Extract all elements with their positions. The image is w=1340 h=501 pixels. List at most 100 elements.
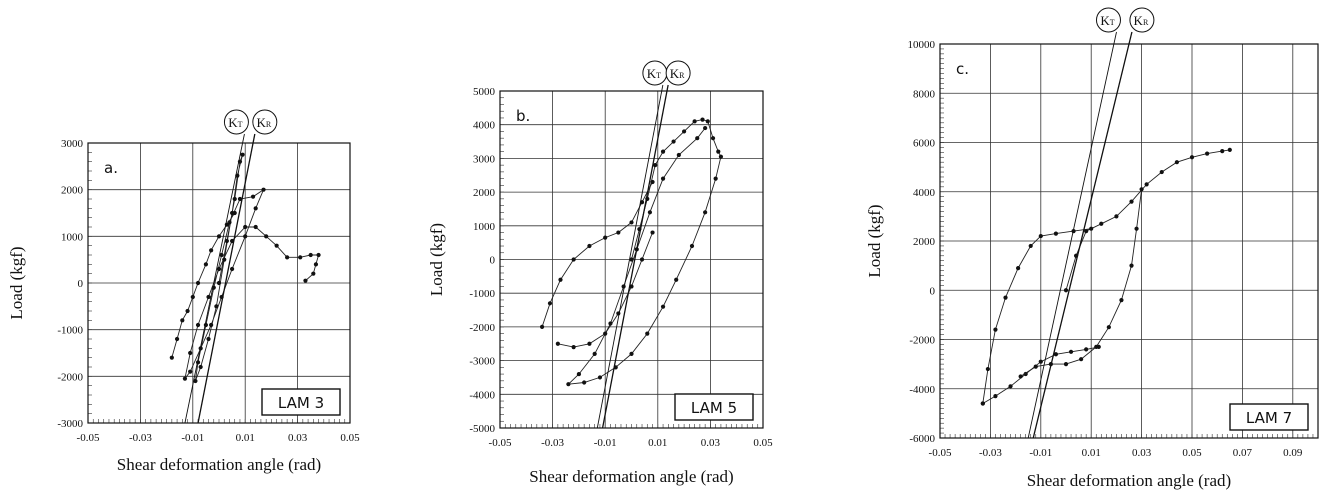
specimen-label: LAM 7 — [1246, 409, 1292, 427]
x-tick-label: -0.01 — [594, 437, 617, 449]
data-point — [1134, 226, 1139, 231]
data-point — [232, 196, 237, 202]
data-point — [253, 206, 258, 211]
data-point — [1094, 344, 1099, 349]
y-tick-label: -2000 — [469, 322, 495, 334]
data-point — [566, 382, 571, 387]
data-point — [695, 136, 700, 141]
specimen-label: LAM 3 — [278, 394, 324, 412]
data-point — [1063, 362, 1069, 367]
data-point — [582, 380, 587, 385]
data-point — [1084, 347, 1089, 352]
specimen-box — [261, 388, 341, 416]
data-point — [169, 355, 174, 360]
y-tick-label: 5000 — [473, 86, 496, 98]
data-point — [650, 179, 655, 185]
x-axis-label: Shear deformation angle (rad) — [529, 467, 733, 486]
data-point — [216, 280, 222, 286]
data-point — [1205, 151, 1210, 156]
data-point — [629, 257, 634, 262]
data-point — [313, 262, 319, 267]
y-tick-label: 2000 — [61, 185, 84, 197]
y-tick-label: 3000 — [473, 153, 496, 165]
stiffness-label-t: KT — [1100, 13, 1114, 28]
data-point — [1139, 187, 1144, 192]
data-point — [650, 230, 655, 235]
stiffness-line-r — [197, 133, 256, 424]
data-point — [1106, 325, 1111, 330]
data-point — [980, 401, 985, 406]
y-tick-label: -6000 — [909, 433, 935, 445]
y-tick-label: 0 — [930, 285, 936, 297]
y-tick-label: 0 — [490, 255, 496, 267]
data-point — [671, 139, 676, 144]
x-tick-label: -0.05 — [929, 447, 952, 459]
stiffness-circle-t — [223, 109, 249, 135]
data-point — [261, 187, 266, 192]
data-point — [219, 252, 224, 258]
x-tick-label: -0.05 — [77, 432, 100, 444]
y-tick-label: 0 — [78, 278, 84, 290]
data-point — [250, 194, 256, 199]
chart-panel-2: -0.05 -0.03 -0.01 0.01 0.03 0.05 -5000 -4000 -30… — [427, 60, 773, 486]
data-point — [1063, 288, 1069, 293]
data-point — [216, 234, 222, 239]
data-point — [195, 280, 201, 286]
y-tick-label: 8000 — [913, 88, 936, 100]
x-axis-label: Shear deformation angle (rad) — [1027, 471, 1231, 490]
data-point — [555, 341, 560, 346]
data-point — [1016, 265, 1021, 271]
data-point — [592, 351, 597, 356]
data-point — [1008, 384, 1013, 389]
data-point — [676, 152, 681, 158]
data-point — [1053, 352, 1059, 357]
data-point — [645, 331, 650, 336]
x-tick-label: 0.05 — [1182, 447, 1202, 459]
data-point — [653, 163, 658, 168]
y-tick-label: -3000 — [469, 356, 495, 368]
data-point — [603, 331, 608, 336]
data-point — [705, 119, 710, 124]
data-point — [674, 277, 679, 282]
y-tick-label: -1000 — [469, 288, 495, 300]
data-point — [587, 243, 592, 249]
data-point — [1114, 214, 1119, 219]
data-point — [1079, 357, 1084, 362]
series-line-0 — [1065, 149, 1230, 291]
data-point — [1189, 155, 1195, 160]
y-tick-label: 6000 — [913, 138, 936, 150]
data-point — [587, 341, 592, 346]
data-point — [716, 149, 721, 154]
data-point — [616, 230, 621, 235]
data-point — [571, 345, 576, 350]
data-point — [993, 327, 998, 332]
series-line-3 — [1020, 189, 1143, 377]
data-point — [710, 136, 716, 141]
data-point — [224, 238, 229, 244]
stiffness-line-r — [1032, 31, 1133, 439]
data-point — [1068, 349, 1074, 354]
data-point — [1099, 221, 1104, 226]
y-tick-label: 4000 — [913, 187, 936, 199]
x-axis-label: Shear deformation angle (rad) — [117, 455, 321, 474]
data-point — [316, 252, 321, 258]
data-point — [660, 149, 666, 154]
y-tick-label: -3000 — [57, 418, 83, 430]
x-tick-label: 0.09 — [1283, 447, 1303, 459]
data-point — [1129, 263, 1134, 268]
data-point — [1220, 149, 1225, 154]
stiffness-label-t: KT — [228, 115, 242, 130]
data-point — [308, 252, 313, 258]
stiffness-label-t: KT — [647, 66, 661, 81]
data-point — [1028, 243, 1033, 249]
plot-frame — [499, 90, 764, 429]
y-axis-label: Load (kgf) — [7, 246, 26, 319]
data-point — [1084, 229, 1089, 234]
data-point — [1159, 169, 1164, 175]
panel-label: c. — [956, 60, 969, 78]
stiffness-circle-r — [665, 60, 691, 86]
data-point — [232, 210, 237, 216]
data-point — [1144, 182, 1149, 187]
data-point — [1119, 298, 1124, 303]
data-point — [576, 371, 582, 377]
